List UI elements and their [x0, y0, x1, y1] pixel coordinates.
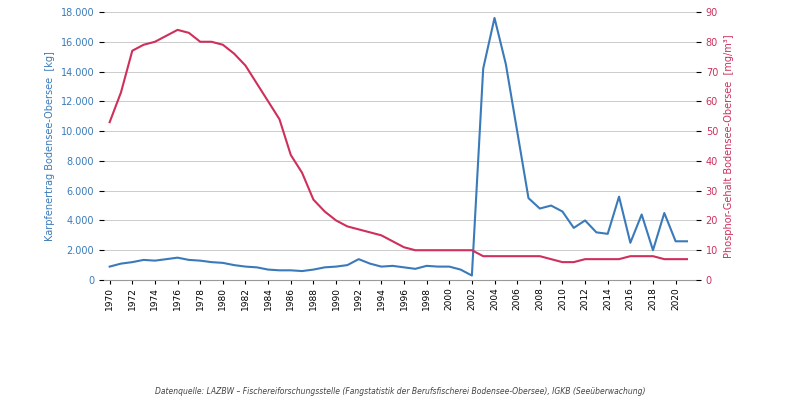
- Y-axis label: Karpfenertrag Bodensee-Obersee  [kg]: Karpfenertrag Bodensee-Obersee [kg]: [45, 51, 55, 241]
- Text: Datenquelle: LAZBW – Fischereiforschungsstelle (Fangstatistik der Berufsfischere: Datenquelle: LAZBW – Fischereiforschungs…: [154, 387, 646, 396]
- Y-axis label: Phosphor-Gehalt Bodensee-Obersee  [mg/m³]: Phosphor-Gehalt Bodensee-Obersee [mg/m³]: [724, 34, 734, 258]
